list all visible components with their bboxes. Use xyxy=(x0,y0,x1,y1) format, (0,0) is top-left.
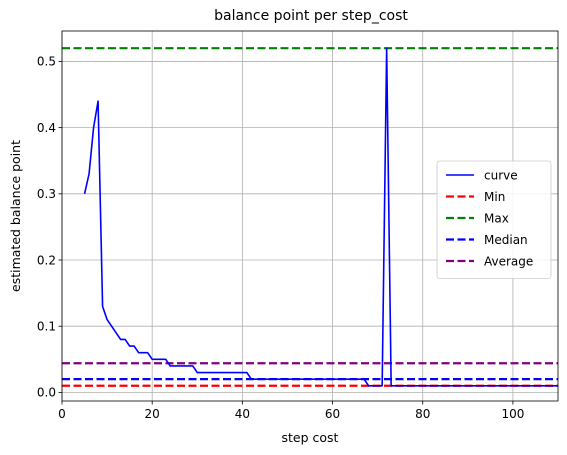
legend-label: curve xyxy=(484,168,518,182)
legend-label: Average xyxy=(484,254,533,268)
x-tick-label: 0 xyxy=(58,407,66,421)
plot-frame xyxy=(61,30,559,402)
y-tick-label: 0.4 xyxy=(37,121,56,135)
y-tick-label: 0.2 xyxy=(37,253,56,267)
x-axis-ticks: 0 20 40 60 80 100 xyxy=(58,401,524,421)
legend-label: Median xyxy=(484,233,528,247)
x-tick-label: 20 xyxy=(145,407,160,421)
y-axis-ticks: 0.0 0.1 0.2 0.3 0.4 0.5 xyxy=(37,55,62,400)
y-tick-label: 0.3 xyxy=(37,187,56,201)
x-tick-label: 100 xyxy=(501,407,524,421)
x-tick-label: 40 xyxy=(235,407,250,421)
legend-label: Max xyxy=(484,211,509,225)
y-axis-label: estimated balance point xyxy=(8,140,23,292)
legend-label: Min xyxy=(484,190,505,204)
y-tick-label: 0.0 xyxy=(37,386,56,400)
legend: curve Min Max Median Average xyxy=(436,160,552,279)
y-tick-label: 0.1 xyxy=(37,320,56,334)
y-tick-label: 0.5 xyxy=(37,55,56,69)
curve-layer xyxy=(83,47,558,387)
chart-title: balance point per step_cost xyxy=(214,8,408,24)
x-tick-label: 80 xyxy=(415,407,430,421)
series-line-curve xyxy=(83,47,558,387)
legend-box xyxy=(436,160,552,279)
x-tick-label: 60 xyxy=(325,407,340,421)
x-axis-label: step cost xyxy=(282,430,339,445)
